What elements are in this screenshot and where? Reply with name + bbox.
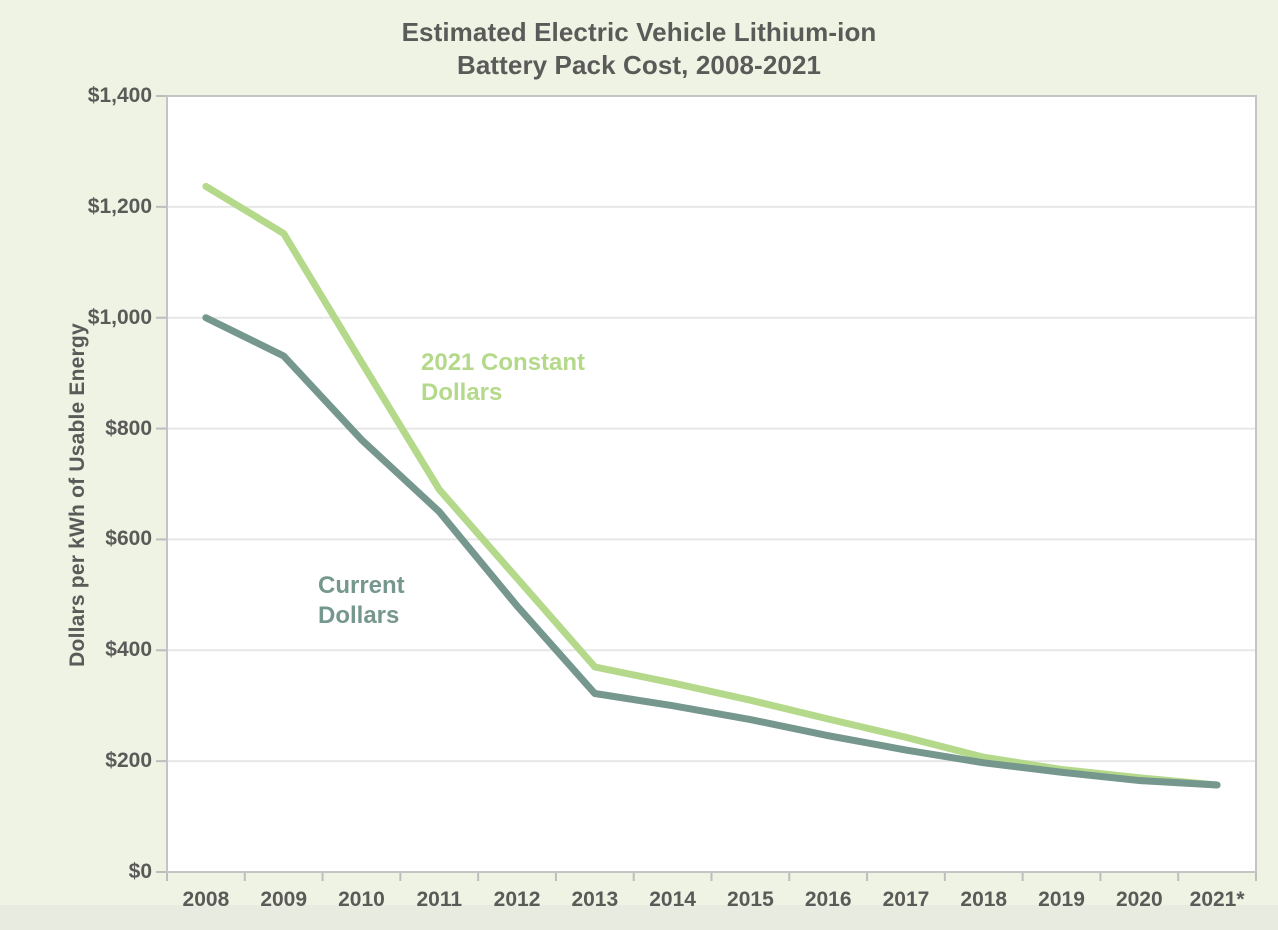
- x-tick-label: 2015: [727, 888, 774, 911]
- x-tick-label: 2013: [571, 888, 619, 911]
- series-label-constant-dollars: 2021 Constant Dollars: [421, 348, 585, 408]
- x-tick-label: 2021*: [1189, 888, 1245, 911]
- series-lines: [202, 182, 1221, 789]
- plot-background: [167, 96, 1256, 872]
- x-tick-label: 2017: [882, 888, 930, 911]
- plot-border: [166, 95, 1257, 873]
- series-label-current-line-2: Dollars: [318, 602, 400, 629]
- gridlines: [167, 95, 1256, 763]
- y-tick-label: $800: [105, 416, 152, 440]
- x-tick-label: 2020: [1115, 888, 1163, 911]
- x-axis-ticks: [156, 95, 1257, 881]
- x-tick-label: 2010: [338, 888, 385, 911]
- x-tick-label: 2019: [1038, 888, 1085, 911]
- y-tick-label: $1,000: [87, 305, 152, 329]
- x-tick-label: 2014: [649, 888, 696, 911]
- y-tick-label: $600: [105, 527, 152, 551]
- series-label-current-line-1: Current: [318, 572, 405, 599]
- x-tick-label: 2018: [960, 888, 1008, 911]
- series-label-current-dollars: Current Dollars: [318, 571, 405, 631]
- series-label-constant-line-1: 2021 Constant: [421, 349, 586, 376]
- chart-title: Estimated Electric Vehicle Lithium-ion B…: [0, 16, 1278, 83]
- x-tick-label: 2009: [260, 888, 308, 911]
- series-line-current-dollars: [202, 314, 1221, 789]
- y-tick-label: $400: [105, 638, 152, 662]
- series-label-constant-line-2: Dollars: [421, 379, 503, 406]
- x-tick-label: 2012: [493, 888, 541, 911]
- chart-title-line-2: Battery Pack Cost, 2008-2021: [456, 50, 822, 81]
- x-tick-label: 2011: [416, 888, 463, 911]
- y-axis-tick-labels: $0 $200 $400 $600 $800 $1,000 $1,200 $1,400: [0, 0, 152, 930]
- y-tick-label: $200: [105, 749, 152, 773]
- y-tick-label: $0: [128, 860, 152, 883]
- y-tick-label: $1,200: [87, 194, 152, 218]
- chart-title-line-1: Estimated Electric Vehicle Lithium-ion: [401, 17, 877, 47]
- bottom-band: [0, 905, 1278, 930]
- y-tick-label: $1,400: [87, 84, 152, 107]
- x-tick-label: 2016: [804, 888, 852, 911]
- x-tick-label: 2008: [182, 888, 230, 911]
